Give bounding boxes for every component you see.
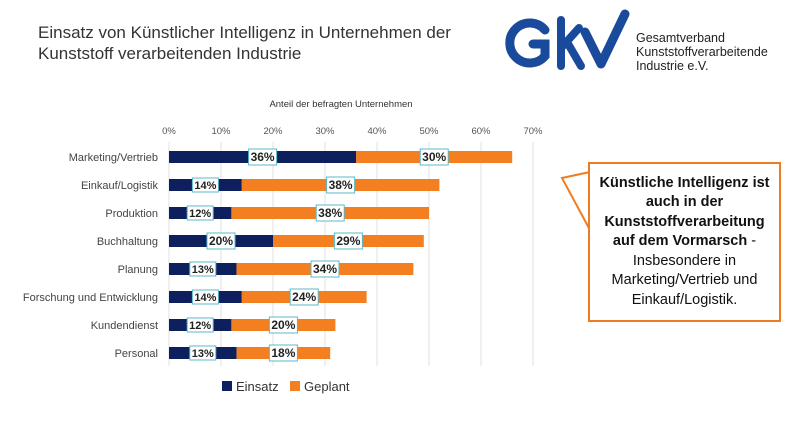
legend-label: Einsatz: [236, 379, 279, 394]
legend-swatch: [290, 381, 300, 391]
chart-title: Einsatz von Künstlicher Intelligenz in U…: [38, 23, 451, 63]
data-label-box: [333, 232, 363, 250]
category-label: Planung: [118, 264, 158, 276]
x-tick-label: 10%: [211, 126, 231, 137]
data-label: 13%: [192, 264, 214, 276]
data-label: 29%: [336, 234, 360, 248]
category-label: Buchhaltung: [97, 236, 158, 248]
logo-line: Kunststoffverarbeitende: [636, 45, 768, 59]
x-tick-label: 0%: [162, 126, 176, 137]
data-label-box: [268, 316, 298, 334]
data-label-box: [186, 317, 214, 333]
logo-line: Industrie e.V.: [636, 59, 709, 73]
x-tick-label: 70%: [523, 126, 543, 137]
category-label: Personal: [115, 348, 158, 360]
data-label: 14%: [194, 180, 216, 192]
data-label: 14%: [194, 292, 216, 304]
data-label-box: [268, 344, 298, 362]
callout-bold-text: Künstliche Intelligenz ist auch in der K…: [599, 174, 770, 250]
category-label: Produktion: [105, 208, 158, 220]
data-label-box: [289, 288, 319, 306]
data-label: 13%: [192, 348, 214, 360]
data-label: 12%: [189, 208, 211, 220]
data-label-box: [315, 204, 345, 222]
data-label-box: [189, 261, 217, 277]
callout-text: - Insbesondere in Marketing/Vertrieb und…: [611, 233, 758, 308]
data-label-box: [310, 260, 340, 278]
data-label-box: [191, 289, 219, 305]
category-label: Forschung und Entwicklung: [23, 292, 158, 304]
x-tick-label: 40%: [367, 126, 387, 137]
data-label: 38%: [318, 206, 342, 220]
data-label: 12%: [189, 320, 211, 332]
data-label-box: [189, 345, 217, 361]
category-label: Marketing/Vertrieb: [69, 152, 158, 164]
x-axis-label: Anteil der befragten Unternehmen: [269, 99, 412, 110]
legend-label: Geplant: [304, 379, 350, 394]
data-label-box: [186, 205, 214, 221]
data-label-box: [326, 176, 356, 194]
x-tick-label: 20%: [263, 126, 283, 137]
logo-text: Gesamtverband Kunststoffverarbeitende In…: [636, 31, 768, 73]
data-label-box: [206, 232, 236, 250]
data-label: 30%: [422, 150, 446, 164]
data-label-box: [248, 148, 278, 166]
x-tick-label: 30%: [315, 126, 335, 137]
data-label: 20%: [271, 318, 295, 332]
data-label: 18%: [271, 346, 295, 360]
legend-swatch: [222, 381, 232, 391]
callout-box: Künstliche Intelligenz ist auch in der K…: [588, 162, 781, 322]
gkv-logo: [505, 9, 630, 70]
data-label: 20%: [209, 234, 233, 248]
logo-line: Gesamtverband: [636, 31, 725, 45]
data-label: 38%: [329, 178, 353, 192]
data-label-box: [191, 177, 219, 193]
data-label: 36%: [251, 150, 275, 164]
category-label: Kundendienst: [91, 320, 158, 332]
category-label: Einkauf/Logistik: [81, 180, 159, 192]
data-label: 34%: [313, 262, 337, 276]
data-label-box: [419, 148, 449, 166]
x-tick-label: 60%: [471, 126, 491, 137]
data-label: 24%: [292, 290, 316, 304]
x-tick-label: 50%: [419, 126, 439, 137]
